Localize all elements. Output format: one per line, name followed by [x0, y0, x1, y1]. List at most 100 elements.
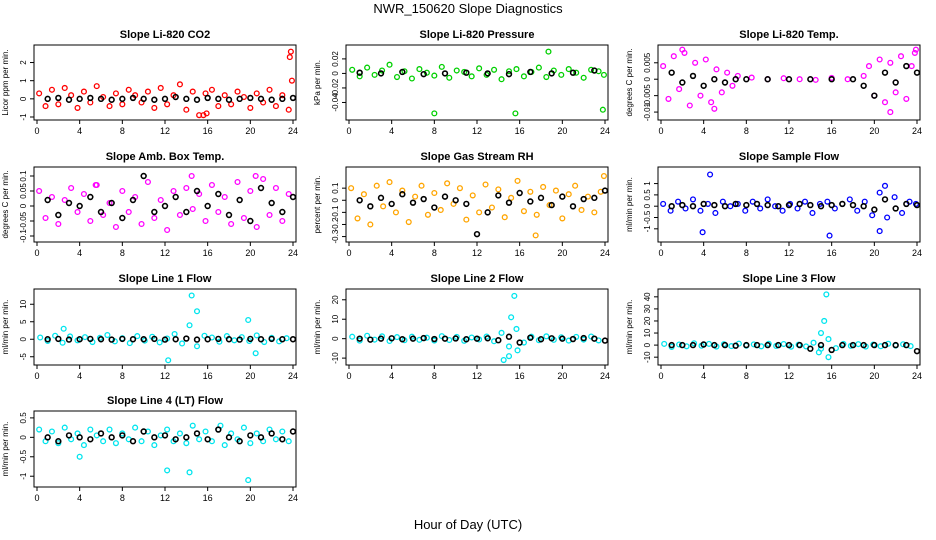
mean-data-point [881, 196, 889, 203]
data-point [869, 212, 876, 219]
mean-data-point [785, 76, 793, 83]
data-point [817, 329, 825, 337]
data-point [203, 110, 210, 117]
data-point [846, 196, 853, 203]
mean-data-point [548, 335, 555, 342]
x-tick-label: 4 [77, 371, 82, 381]
plot-frame [33, 288, 297, 366]
mean-data-point [807, 345, 814, 352]
mean-data-point [732, 76, 739, 83]
data-point [779, 207, 786, 214]
mean-data-point [129, 94, 137, 102]
chart-panel-4: Slope Amb. Box Temp. degrees C per min. 0 4… [1, 151, 298, 258]
data-point [713, 66, 720, 73]
mean-data-point [279, 95, 286, 103]
chart-panel-2: Slope Li-820 Pressure kPa per min. 0 4 8 12 16… [313, 29, 610, 136]
data-point [360, 191, 367, 198]
mean-data-point [225, 211, 233, 219]
y-tick-label: -10 [643, 351, 652, 363]
mean-data-point [473, 335, 481, 342]
data-point [138, 438, 145, 445]
data-point [476, 209, 483, 216]
data-point [253, 332, 260, 339]
y-tick-label: -0.3 [331, 229, 340, 243]
data-point [854, 207, 861, 214]
data-point [431, 189, 438, 197]
data-point [112, 440, 119, 447]
mean-data-point [420, 334, 427, 342]
mean-data-point [161, 202, 169, 210]
data-point [186, 322, 193, 329]
data-point [106, 103, 113, 110]
mean-data-point [55, 94, 62, 102]
mean-data-point [151, 208, 158, 216]
data-point [697, 92, 704, 99]
mean-data-point [484, 335, 491, 342]
data-point [356, 73, 363, 80]
data-point [36, 426, 43, 433]
mean-data-point [839, 341, 846, 349]
x-tick-label: 20 [869, 371, 879, 381]
mean-data-point [591, 194, 598, 202]
data-point [228, 220, 235, 228]
data-point [823, 291, 830, 298]
mean-data-point [505, 333, 513, 340]
y-tick-label: -1 [19, 472, 28, 480]
data-point [535, 64, 542, 71]
data-point [221, 92, 228, 99]
x-tick-label: 16 [515, 371, 525, 381]
x-tick-label: 12 [160, 248, 170, 258]
mean-data-point [420, 70, 427, 78]
mean-data-point [279, 208, 286, 216]
y-tick-label: -0.1 [19, 229, 28, 243]
data-point [764, 196, 771, 203]
mean-data-point [247, 432, 254, 439]
y-tick-label: 0 [331, 71, 340, 76]
data-point [660, 63, 667, 70]
mean-data-point [257, 95, 265, 103]
y-axis-label: ml/min per min. [625, 300, 634, 355]
mean-data-point [108, 434, 115, 441]
data-point [865, 63, 873, 70]
mean-data-point [183, 208, 190, 216]
chart-title: Slope Line 2 Flow [431, 273, 524, 285]
data-point [367, 221, 374, 228]
data-point [416, 66, 423, 73]
data-point [572, 182, 579, 189]
y-tick-label: 10 [19, 299, 28, 308]
chart-panel-9: Slope Line 3 Flow ml/min per min. 0 4 8 12 16 2… [625, 273, 922, 381]
data-point [260, 175, 267, 183]
chart-title: Slope Li-820 Temp. [739, 29, 838, 41]
mean-data-point [516, 339, 523, 346]
x-tick-label: 12 [160, 126, 170, 136]
data-point [750, 341, 757, 348]
y-tick-label: 0.1 [19, 170, 28, 182]
data-point [253, 430, 260, 437]
y-tick-label: -10 [331, 352, 340, 364]
y-tick-label: -5 [19, 353, 28, 361]
mean-data-point [849, 76, 857, 83]
data-point [505, 353, 513, 360]
mean-data-point [796, 200, 803, 208]
mean-data-point [860, 82, 867, 89]
mean-data-point [289, 336, 297, 343]
data-point [844, 76, 851, 83]
mean-data-point [441, 70, 449, 77]
mean-data-point [601, 187, 609, 194]
data-point [748, 74, 755, 81]
mean-data-point [711, 76, 718, 83]
x-tick-label: 24 [288, 126, 298, 136]
data-point [423, 334, 430, 341]
data-point [437, 206, 444, 213]
data-point [48, 428, 55, 435]
data-point [74, 208, 81, 216]
y-axis-label: percent per min. [313, 176, 322, 234]
mean-data-point [860, 202, 867, 210]
mean-data-point [892, 79, 899, 86]
data-point [189, 205, 196, 213]
mean-data-point [183, 95, 190, 103]
mean-data-point [129, 336, 137, 343]
data-point [183, 184, 190, 192]
data-point [373, 182, 380, 189]
data-point [380, 203, 387, 210]
